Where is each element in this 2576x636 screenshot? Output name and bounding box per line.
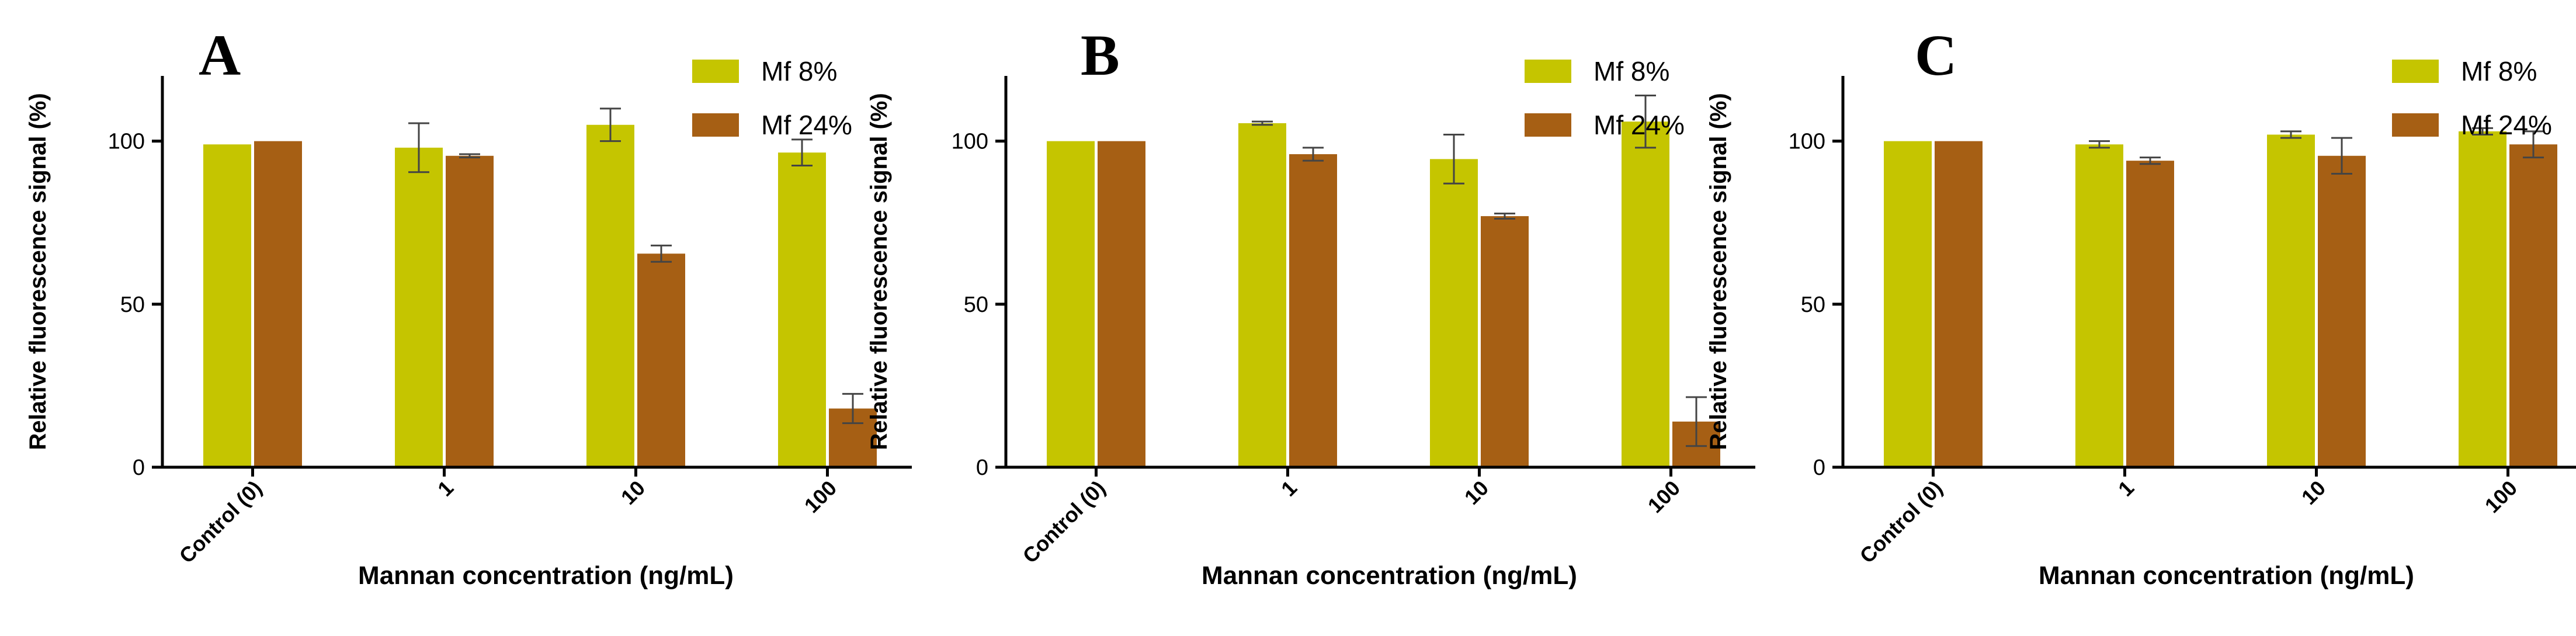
y-tick-label: 0 [1813, 456, 1825, 480]
bar-mf24-3 [2509, 144, 2557, 467]
bar-mf24-2 [2318, 155, 2366, 468]
bar-mf24-0 [1935, 141, 1983, 467]
legend-label: Mf 8% [761, 56, 837, 86]
legend-swatch-mf8 [2392, 60, 2439, 83]
x-tick-label: 1 [433, 476, 458, 501]
x-tick-label: 10 [1460, 476, 1493, 509]
chart-panel-b: Control (0) 1 10 100 0 50 100 Relative fluoresc… [866, 23, 1755, 590]
legend-label: Mf 8% [1593, 56, 1669, 86]
chart-panel-a: Control (0) 1 10 100 0 50 100 Relative fluoresc… [25, 23, 912, 590]
y-axis-title: Relative fluorescence signal (%) [25, 93, 51, 450]
panel-letter: A [199, 23, 241, 88]
x-axis-title: Mannan concentration (ng/mL) [2039, 561, 2414, 590]
legend-label: Mf 24% [761, 110, 852, 140]
bar-mf24-0 [254, 141, 302, 467]
x-tick-label: 10 [2297, 476, 2330, 509]
y-tick-label: 50 [964, 293, 988, 317]
x-tick-label: 100 [2480, 476, 2522, 517]
bar-mf24-2 [1481, 216, 1529, 467]
y-tick-label: 0 [976, 456, 988, 480]
panel-letter: C [1915, 23, 1957, 88]
bar-mf24-2 [637, 253, 685, 467]
bar-mf8-2 [1430, 159, 1478, 467]
bar-mf8-0 [1884, 141, 1932, 467]
legend-swatch-mf8 [1525, 60, 1571, 83]
y-axis-title: Relative fluorescence signal (%) [866, 93, 892, 450]
bar-mf24-1 [2126, 161, 2174, 468]
bar-mf8-3 [778, 152, 826, 467]
bar-mf24-0 [1098, 141, 1145, 467]
bar-mf8-3 [1622, 121, 1669, 467]
legend-swatch-mf24 [1525, 113, 1571, 137]
x-tick-label: 100 [800, 476, 841, 517]
y-tick-label: 50 [120, 293, 145, 317]
y-tick-label: 0 [133, 456, 145, 480]
legend-label: Mf 8% [2461, 56, 2537, 86]
x-axis-title: Mannan concentration (ng/mL) [358, 561, 734, 590]
legend-swatch-mf24 [2392, 113, 2439, 137]
y-tick-label: 100 [1789, 130, 1825, 154]
chart-panel-c: Control (0) 1 10 100 0 50 100 Relative fluoresc… [1706, 23, 2576, 590]
x-tick-label: Control (0) [1018, 476, 1110, 568]
x-tick-label: 100 [1643, 476, 1685, 517]
bar-mf8-1 [2075, 144, 2123, 467]
bar-mf8-1 [395, 147, 443, 468]
y-axis-title: Relative fluorescence signal (%) [1706, 93, 1731, 450]
y-tick-label: 100 [108, 130, 145, 154]
bar-mf8-3 [2459, 131, 2506, 467]
legend-swatch-mf24 [692, 113, 739, 137]
y-tick-label: 50 [1801, 293, 1825, 317]
bar-mf8-0 [1047, 141, 1095, 467]
legend-label: Mf 24% [1593, 110, 1685, 140]
x-tick-label: 10 [616, 476, 650, 509]
bar-mf24-1 [446, 155, 494, 468]
x-tick-label: Control (0) [174, 476, 266, 568]
bar-mf8-0 [203, 144, 251, 467]
bar-mf8-1 [1238, 123, 1286, 468]
bar-mf8-2 [586, 124, 634, 467]
x-axis-title: Mannan concentration (ng/mL) [1202, 561, 1577, 590]
legend-swatch-mf8 [692, 60, 739, 83]
legend-label: Mf 24% [2461, 110, 2552, 140]
x-tick-label: 1 [2113, 476, 2138, 501]
bar-mf24-1 [1289, 154, 1337, 467]
x-tick-label: 1 [1276, 476, 1301, 501]
panel-letter: B [1081, 23, 1120, 88]
x-tick-label: Control (0) [1855, 476, 1947, 568]
bar-mf8-2 [2267, 134, 2315, 467]
y-tick-label: 100 [952, 130, 988, 154]
